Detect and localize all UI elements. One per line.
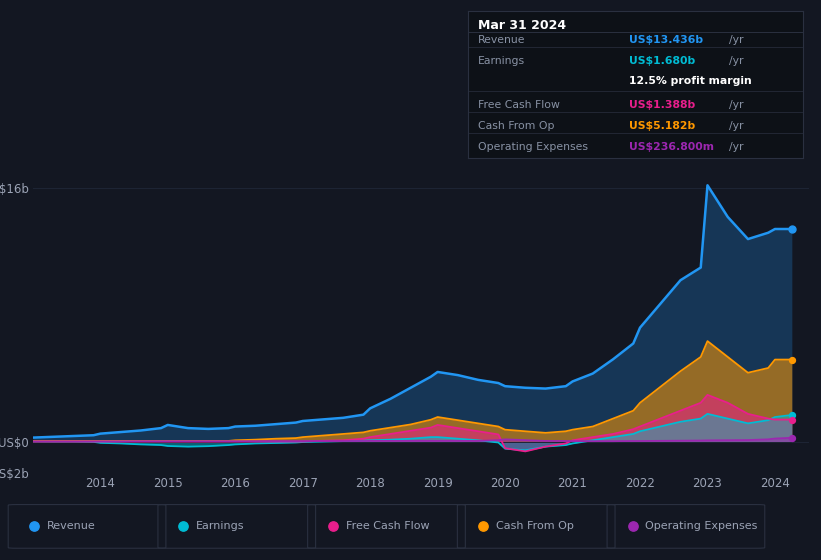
- Point: [785, 355, 798, 364]
- Text: Earnings: Earnings: [478, 56, 525, 66]
- Point: [626, 522, 639, 531]
- Text: US$236.800m: US$236.800m: [629, 142, 713, 152]
- Point: [177, 522, 190, 531]
- Text: 12.5% profit margin: 12.5% profit margin: [629, 77, 751, 86]
- Point: [785, 225, 798, 234]
- Point: [785, 415, 798, 424]
- Text: /yr: /yr: [729, 120, 744, 130]
- Text: US$5.182b: US$5.182b: [629, 120, 695, 130]
- Text: Revenue: Revenue: [47, 521, 95, 531]
- Point: [785, 433, 798, 442]
- Text: /yr: /yr: [729, 35, 744, 45]
- Point: [785, 410, 798, 419]
- Point: [327, 522, 340, 531]
- Text: Mar 31 2024: Mar 31 2024: [478, 18, 566, 31]
- Text: Cash From Op: Cash From Op: [478, 120, 554, 130]
- Text: Cash From Op: Cash From Op: [496, 521, 573, 531]
- Text: Free Cash Flow: Free Cash Flow: [478, 100, 560, 110]
- Text: Operating Expenses: Operating Expenses: [645, 521, 758, 531]
- Text: Revenue: Revenue: [478, 35, 525, 45]
- Text: US$1.680b: US$1.680b: [629, 56, 695, 66]
- Text: /yr: /yr: [729, 142, 744, 152]
- Text: Earnings: Earnings: [196, 521, 245, 531]
- Text: US$13.436b: US$13.436b: [629, 35, 703, 45]
- Text: Operating Expenses: Operating Expenses: [478, 142, 588, 152]
- Text: /yr: /yr: [729, 56, 744, 66]
- Text: Free Cash Flow: Free Cash Flow: [346, 521, 429, 531]
- Point: [27, 522, 40, 531]
- Text: /yr: /yr: [729, 100, 744, 110]
- Text: US$1.388b: US$1.388b: [629, 100, 695, 110]
- Point: [476, 522, 489, 531]
